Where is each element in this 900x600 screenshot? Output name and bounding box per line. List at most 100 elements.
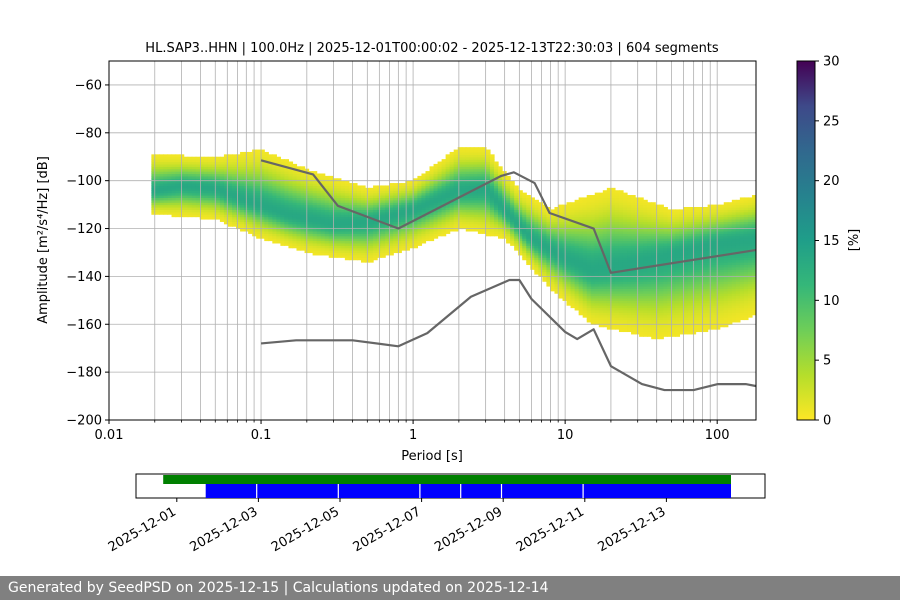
density-cell (248, 154, 253, 158)
density-cell (240, 175, 245, 179)
density-cell (348, 250, 354, 254)
density-cell (675, 295, 681, 299)
density-cell (530, 254, 535, 258)
density-cell (602, 250, 608, 254)
density-cell (352, 238, 358, 242)
density-cell (320, 197, 326, 201)
density-cell (421, 216, 427, 220)
density-cell (433, 202, 439, 206)
density-cell (498, 204, 503, 208)
density-cell (647, 240, 652, 244)
density-cell (671, 211, 676, 215)
density-cell (356, 242, 362, 246)
density-cell (481, 230, 487, 234)
density-cell (441, 192, 447, 196)
density-cell (344, 245, 350, 249)
density-cell (639, 297, 644, 301)
density-cell (199, 211, 205, 215)
density-cell (566, 285, 572, 289)
density-cell (610, 314, 616, 318)
density-cell (667, 295, 672, 299)
density-cell (332, 233, 338, 237)
density-cell (590, 195, 596, 199)
density-cell (598, 314, 604, 318)
density-cell (679, 214, 685, 218)
density-cell (248, 228, 253, 232)
density-cell (643, 269, 648, 273)
density-cell (594, 257, 600, 261)
density-cell (175, 180, 181, 184)
density-cell (405, 240, 410, 244)
density-cell (498, 216, 503, 220)
density-cell (401, 195, 406, 199)
density-cell (687, 285, 693, 289)
density-cell (651, 214, 656, 218)
density-cell (236, 185, 241, 189)
density-cell (498, 226, 503, 230)
density-cell (232, 223, 237, 227)
density-cell (167, 202, 173, 206)
density-cell (610, 192, 616, 196)
density-cell (602, 321, 608, 325)
density-cell (542, 259, 547, 263)
density-cell (373, 242, 378, 246)
density-cell (651, 288, 656, 292)
density-cell (260, 206, 265, 210)
density-cell (453, 154, 459, 158)
density-cell (215, 214, 221, 218)
density-cell (223, 168, 229, 172)
density-cell (248, 151, 253, 155)
density-cell (687, 297, 693, 301)
density-cell (546, 254, 552, 258)
density-cell (429, 173, 435, 177)
density-cell (485, 183, 491, 187)
density-cell (360, 233, 366, 237)
density-cell (397, 218, 402, 222)
density-cell (522, 250, 527, 254)
density-cell (445, 209, 451, 213)
density-cell (485, 202, 491, 206)
density-cell (248, 202, 253, 206)
density-cell (256, 173, 261, 177)
density-cell (211, 161, 217, 165)
density-cell (485, 228, 491, 232)
density-cell (679, 300, 685, 304)
density-cell (518, 197, 523, 201)
density-cell (671, 216, 676, 220)
density-cell (320, 202, 326, 206)
density-cell (288, 238, 294, 242)
density-cell (465, 223, 471, 227)
density-cell (437, 216, 443, 220)
density-cell (340, 185, 346, 189)
density-cell (594, 226, 600, 230)
density-cell (195, 192, 201, 196)
density-cell (590, 218, 596, 222)
density-cell (667, 312, 672, 316)
density-cell (223, 204, 229, 208)
density-cell (219, 204, 225, 208)
density-cell (566, 278, 572, 282)
density-cell (155, 173, 161, 177)
density-cell (280, 197, 285, 201)
density-cell (610, 230, 616, 234)
density-cell (393, 240, 398, 244)
density-cell (477, 171, 483, 175)
density-cell (679, 250, 685, 254)
density-cell (211, 190, 217, 194)
density-cell (550, 209, 556, 213)
density-cell (602, 252, 608, 256)
density-cell (590, 278, 596, 282)
density-cell (671, 250, 676, 254)
density-cell (296, 230, 302, 234)
density-cell (618, 305, 624, 309)
density-cell (671, 288, 676, 292)
density-cell (171, 199, 177, 203)
density-cell (631, 238, 636, 242)
density-cell (175, 199, 181, 203)
density-cell (332, 211, 338, 215)
density-cell (627, 230, 632, 234)
density-cell (191, 206, 197, 210)
density-cell (477, 166, 483, 170)
density-cell (336, 180, 342, 184)
density-cell (663, 242, 668, 246)
